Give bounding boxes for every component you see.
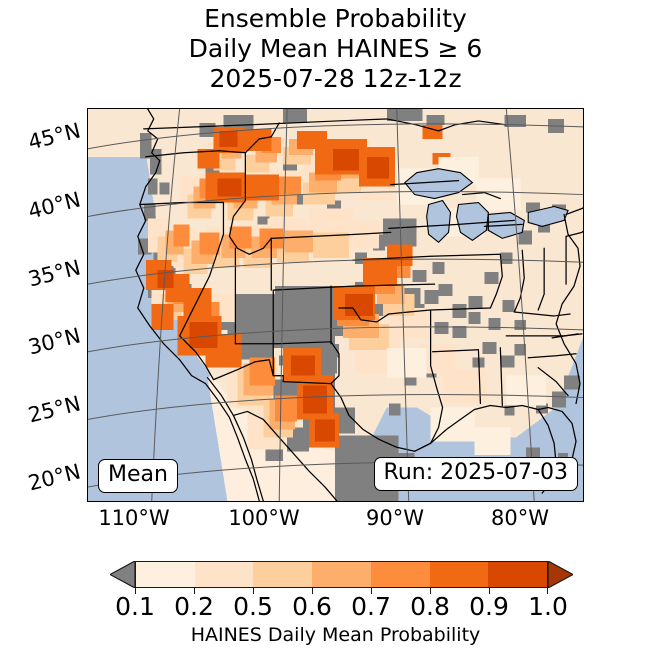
lat-tick-label-30N: 30°N (25, 323, 83, 360)
colorbar-gradient (135, 561, 548, 588)
political-boundaries (135, 109, 583, 501)
lat-tick-label-35N: 35°N (25, 255, 83, 292)
map-canvas (88, 109, 583, 501)
colorbar-tick-label-1: 0.2 (174, 592, 214, 621)
run-annotation-box: Run: 2025-07-03 (373, 457, 578, 491)
colorbar-segment-2 (194, 562, 254, 587)
colorbar-over-arrow (548, 561, 573, 588)
colorbar-segment-5 (370, 562, 430, 587)
lat-tick-label-20N: 20°N (25, 459, 83, 496)
figure-title: Ensemble Probability Daily Mean HAINES ≥… (0, 4, 671, 94)
title-line-3: 2025-07-28 12z-12z (209, 64, 462, 93)
lon-tick-label-90W: 90°W (366, 506, 424, 530)
lon-tick-label-100W: 100°W (228, 506, 300, 530)
title-line-2: Daily Mean HAINES ≥ 6 (188, 34, 483, 63)
colorbar-segment-7 (488, 562, 548, 587)
colorbar-segment-1 (136, 562, 195, 587)
colorbar-tick-label-6: 0.9 (469, 592, 509, 621)
lon-tick-label-110W: 110°W (98, 506, 170, 530)
colorbar-tick-label-2: 0.5 (233, 592, 273, 621)
colorbar-axis-label: HAINES Daily Mean Probability (190, 624, 481, 646)
colorbar-tick-label-5: 0.8 (410, 592, 450, 621)
colorbar-ticks (135, 588, 549, 594)
colorbar-segment-6 (429, 562, 489, 587)
lat-tick-label-45N: 45°N (25, 118, 83, 155)
title-line-1: Ensemble Probability (204, 4, 467, 33)
colorbar-tick-label-7: 1.0 (528, 592, 568, 621)
colorbar-tick-label-0: 0.1 (115, 592, 155, 621)
mean-annotation-box: Mean (98, 459, 178, 493)
lon-tick-label-80W: 80°W (491, 506, 549, 530)
colorbar-tick-label-3: 0.6 (292, 592, 332, 621)
colorbar-tick-label-4: 0.7 (351, 592, 391, 621)
colorbar-under-arrow (110, 561, 135, 588)
map-plot-area: Mean Run: 2025-07-03 (87, 108, 584, 502)
lat-tick-label-25N: 25°N (25, 391, 83, 428)
colorbar (110, 561, 573, 594)
probability-raster (88, 109, 583, 501)
colorbar-segment-3 (253, 562, 313, 587)
colorbar-segment-4 (312, 562, 371, 587)
lat-tick-label-40N: 40°N (25, 187, 83, 224)
